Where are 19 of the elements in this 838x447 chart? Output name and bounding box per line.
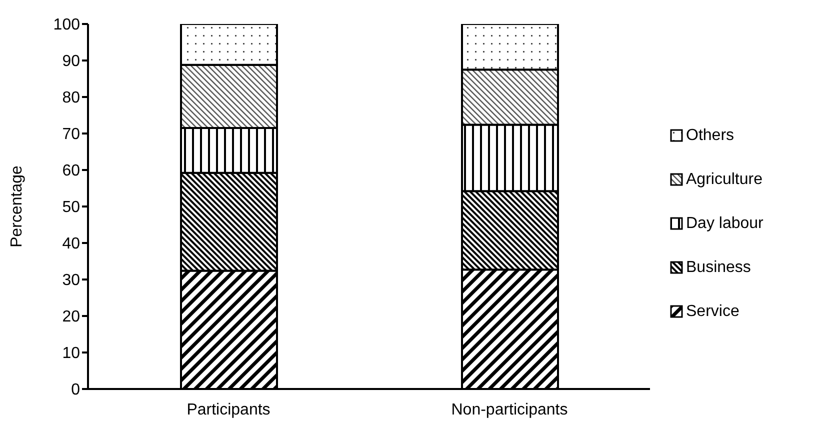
- y-tick-label: 0: [71, 382, 80, 399]
- y-tick-label: 20: [62, 308, 80, 326]
- legend-label: Day labour: [686, 214, 764, 232]
- y-tick-label: 40: [62, 236, 80, 253]
- y-axis-title: Percentage: [8, 165, 26, 248]
- legend-label: Agriculture: [686, 170, 762, 188]
- y-tick-label: 60: [62, 162, 80, 180]
- y-tick-label: 10: [62, 345, 80, 362]
- legend-label: Others: [686, 126, 734, 144]
- y-tick-label: 80: [62, 90, 80, 107]
- legend-label: Business: [686, 258, 751, 276]
- x-tick-label: Participants: [186, 401, 270, 418]
- y-tick-label: 100: [53, 16, 80, 34]
- y-tick-label: 30: [62, 272, 80, 290]
- x-tick-label: Non-participants: [451, 401, 568, 418]
- legend-label: Service: [686, 302, 740, 320]
- y-tick-label: 50: [62, 199, 80, 216]
- y-tick-label: 70: [62, 126, 80, 144]
- y-tick-label: 90: [62, 53, 80, 70]
